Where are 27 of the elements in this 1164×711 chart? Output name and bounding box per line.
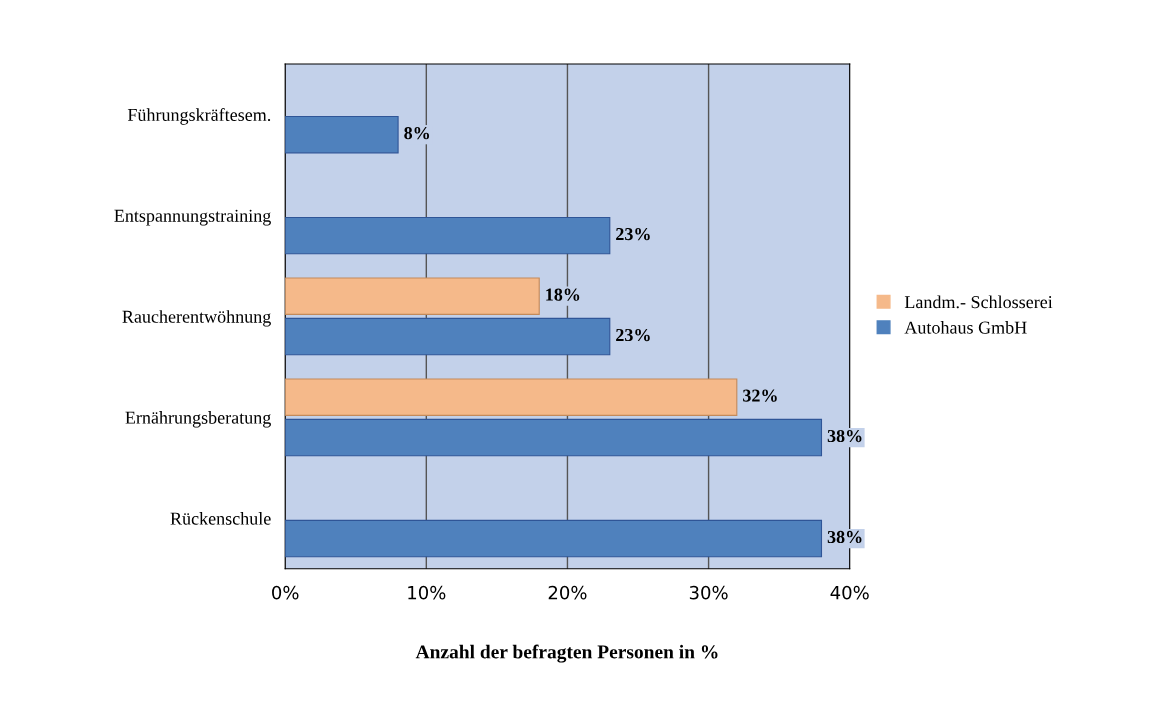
bar	[285, 378, 738, 416]
y-tick-label: Ernährungsberatung	[125, 411, 271, 428]
x-tick-label: 40%	[830, 585, 869, 600]
y-tick-label: Raucherentwöhnung	[122, 310, 271, 327]
y-tick-label: Führungskräftesem.	[127, 108, 271, 125]
bar	[285, 216, 611, 255]
x-tick-label: 30%	[689, 585, 728, 600]
bar	[285, 418, 823, 457]
x-tick-label: 10%	[408, 585, 446, 600]
data-label: 18%	[546, 288, 580, 301]
data-label: 23%	[616, 227, 650, 241]
bar	[285, 519, 823, 558]
bar	[285, 277, 540, 315]
y-tick-label: Rückenschule	[170, 512, 271, 525]
data-label: 32%	[743, 389, 777, 402]
data-label: 38%	[827, 429, 862, 443]
bar	[285, 317, 611, 356]
legend-label: Landm.- Schlosserei	[904, 295, 1053, 309]
bar	[285, 115, 399, 154]
data-label: 23%	[616, 328, 650, 342]
data-label: 38%	[827, 530, 862, 544]
x-axis-title: Anzahl der befragten Personen in %	[415, 644, 718, 663]
x-tick-label: 0%	[272, 585, 299, 600]
x-tick-label: 20%	[548, 585, 587, 600]
y-tick-label: Entspannungstraining	[114, 209, 271, 226]
data-label: 8%	[404, 127, 430, 140]
legend-label: Autohaus GmbH	[904, 321, 1027, 334]
